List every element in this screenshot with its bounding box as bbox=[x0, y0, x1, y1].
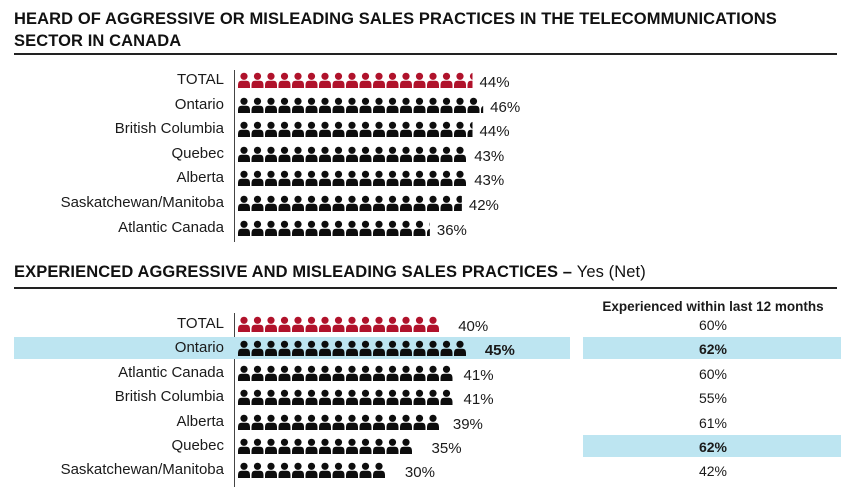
category-label-saskatchewan-manitoba: Saskatchewan/Manitoba bbox=[60, 194, 224, 211]
table-value-ontario: 62% bbox=[698, 341, 728, 358]
value-label-ontario: 45% bbox=[484, 342, 515, 360]
category-label-atlantic-canada: Atlantic Canada bbox=[118, 218, 224, 236]
icon-row-quebec bbox=[238, 146, 466, 162]
chart2-title-suffix: Yes (Net) bbox=[576, 263, 646, 281]
category-label-ontario: Ontario bbox=[174, 95, 224, 113]
value-label-quebec: 35% bbox=[431, 440, 462, 457]
category-label-total: TOTAL bbox=[177, 71, 224, 88]
value-label-british-columbia: 44% bbox=[479, 123, 510, 141]
table-value-quebec: 62% bbox=[698, 439, 728, 455]
table-highlight-cell bbox=[583, 435, 841, 457]
icon-row-ontario bbox=[238, 97, 484, 113]
value-label-alberta: 43% bbox=[474, 172, 505, 190]
table-value-alberta: 61% bbox=[698, 414, 728, 431]
icon-row-british-columbia bbox=[238, 389, 453, 406]
chart2-title-dash: – bbox=[562, 263, 573, 281]
value-label-alberta: 39% bbox=[452, 415, 483, 433]
icon-row-total bbox=[238, 72, 473, 88]
icon-row-ontario bbox=[238, 341, 466, 357]
category-label-ontario: Ontario bbox=[174, 339, 224, 357]
value-label-atlantic-canada: 36% bbox=[436, 221, 467, 239]
chart1-axis-line bbox=[234, 70, 236, 242]
value-label-saskatchewan-manitoba: 42% bbox=[468, 197, 499, 214]
category-label-quebec: Quebec bbox=[171, 144, 224, 162]
icon-row-saskatchewan-manitoba bbox=[238, 463, 385, 479]
icon-row-total bbox=[238, 316, 439, 332]
table-value-saskatchewan-manitoba: 42% bbox=[698, 463, 728, 480]
value-label-quebec: 43% bbox=[474, 147, 505, 165]
category-label-alberta: Alberta bbox=[176, 169, 224, 187]
value-label-ontario: 46% bbox=[490, 98, 521, 116]
icon-row-alberta bbox=[238, 171, 466, 187]
category-label-total: TOTAL bbox=[177, 315, 224, 332]
value-label-saskatchewan-manitoba: 30% bbox=[404, 464, 435, 482]
value-label-british-columbia: 41% bbox=[463, 391, 494, 409]
table-value-total: 60% bbox=[698, 317, 728, 333]
icon-row-british-columbia bbox=[238, 121, 473, 138]
value-label-atlantic-canada: 41% bbox=[463, 366, 494, 384]
icon-row-quebec bbox=[238, 438, 412, 454]
table-value-atlantic-canada: 60% bbox=[698, 365, 728, 382]
chart2-axis-line bbox=[234, 313, 236, 487]
icon-row-atlantic-canada bbox=[238, 220, 430, 236]
category-label-quebec: Quebec bbox=[171, 437, 224, 454]
category-label-alberta: Alberta bbox=[176, 412, 224, 430]
table-highlight-cell bbox=[583, 337, 841, 360]
icon-row-alberta bbox=[238, 414, 439, 430]
category-label-atlantic-canada: Atlantic Canada bbox=[118, 363, 224, 381]
table-value-british-columbia: 55% bbox=[698, 390, 728, 407]
category-label-british-columbia: British Columbia bbox=[114, 120, 224, 138]
chart1-title-rule bbox=[14, 53, 837, 55]
table-column-header: Experienced within last 12 months bbox=[602, 299, 824, 314]
chart1-title: HEARD OF AGGRESSIVE OR MISLEADING SALES … bbox=[14, 10, 777, 50]
value-label-total: 44% bbox=[479, 74, 510, 91]
value-label-total: 40% bbox=[458, 318, 489, 335]
chart2-title: EXPERIENCED AGGRESSIVE AND MISLEADING SA… bbox=[14, 263, 646, 281]
category-label-saskatchewan-manitoba: Saskatchewan/Manitoba bbox=[60, 461, 224, 479]
category-label-british-columbia: British Columbia bbox=[114, 388, 224, 406]
icon-row-atlantic-canada bbox=[238, 365, 453, 381]
icon-row-saskatchewan-manitoba bbox=[238, 195, 462, 211]
chart2-title-rule bbox=[14, 287, 837, 289]
